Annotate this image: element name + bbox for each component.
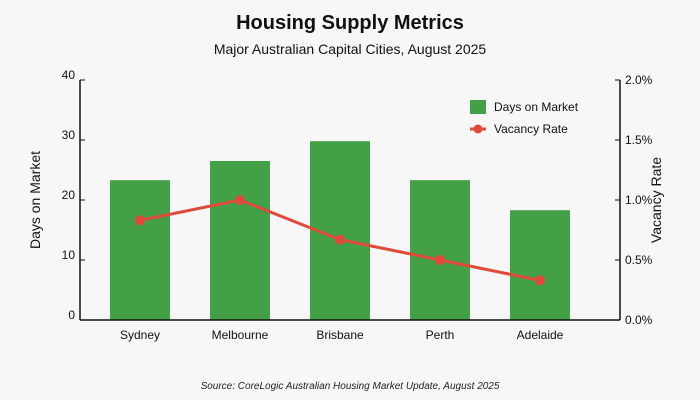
x-tick-label-perth: Perth [426,328,455,342]
y-left-tick-label: 20 [62,188,76,202]
y-left-tick-label: 30 [62,128,76,142]
x-ticks: Sydney Melbourne Brisbane Perth Adelaide [120,328,564,342]
point-brisbane [335,234,345,245]
y-left-ticks: 0 10 20 30 40 [62,68,85,322]
x-tick-label-melbourne: Melbourne [212,328,269,342]
bar-perth [410,180,470,320]
legend-swatch-vacancy-rate-marker [473,124,483,134]
line-series [135,195,545,286]
bar-adelaide [510,210,570,320]
bar-melbourne [210,161,270,320]
x-tick-label-adelaide: Adelaide [517,328,564,342]
legend-swatch-days-on-market [470,100,486,114]
chart-title: Housing Supply Metrics [236,12,464,34]
y-right-tick-label: 0.0% [625,313,653,327]
bar-sydney [110,180,170,320]
point-adelaide [535,275,545,286]
x-tick-label-sydney: Sydney [120,328,160,342]
y-right-tick-label: 2.0% [625,73,653,87]
y-right-tick-label: 1.5% [625,133,653,147]
y-right-tick-label: 0.5% [625,253,653,267]
y-right-tick-label: 1.0% [625,193,653,207]
legend: Days on Market Vacancy Rate [470,100,579,136]
y-right-axis-label: Vacancy Rate [648,157,664,243]
point-sydney [135,215,145,226]
x-tick-label-brisbane: Brisbane [316,328,364,342]
source-note: Source: CoreLogic Australian Housing Mar… [201,381,500,392]
legend-label-vacancy-rate: Vacancy Rate [494,122,568,136]
y-left-tick-label: 0 [68,308,75,322]
y-left-tick-label: 10 [62,248,76,262]
y-right-ticks: 0.0% 0.5% 1.0% 1.5% 2.0% [615,73,653,327]
bar-series [110,141,570,320]
y-left-tick-label: 40 [62,68,76,82]
point-melbourne [235,195,245,205]
point-perth [435,255,445,265]
chart-subtitle: Major Australian Capital Cities, August … [214,41,487,57]
legend-label-days-on-market: Days on Market [494,100,579,114]
y-left-axis-label: Days on Market [27,151,43,249]
